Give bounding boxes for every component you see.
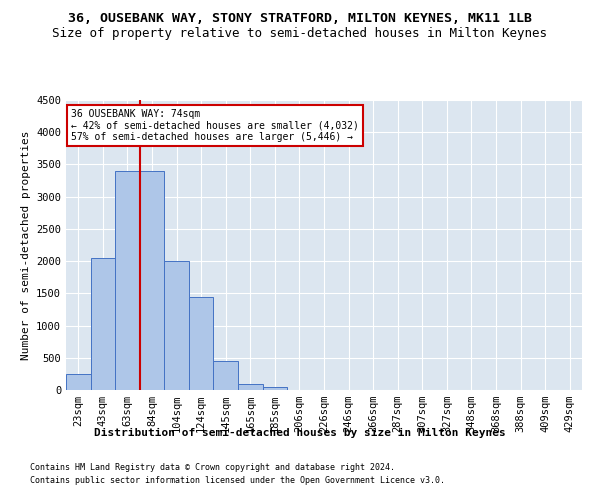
Bar [214, 361, 238, 390]
Bar [189, 296, 214, 390]
Text: 36 OUSEBANK WAY: 74sqm
← 42% of semi-detached houses are smaller (4,032)
57% of : 36 OUSEBANK WAY: 74sqm ← 42% of semi-det… [71, 108, 359, 142]
Text: 36, OUSEBANK WAY, STONY STRATFORD, MILTON KEYNES, MK11 1LB: 36, OUSEBANK WAY, STONY STRATFORD, MILTO… [68, 12, 532, 26]
Bar [115, 171, 140, 390]
Text: Contains public sector information licensed under the Open Government Licence v3: Contains public sector information licen… [30, 476, 445, 485]
Bar [238, 384, 263, 390]
Bar [66, 374, 91, 390]
Bar [164, 261, 189, 390]
Text: Size of property relative to semi-detached houses in Milton Keynes: Size of property relative to semi-detach… [53, 28, 548, 40]
Bar [263, 387, 287, 390]
Text: Contains HM Land Registry data © Crown copyright and database right 2024.: Contains HM Land Registry data © Crown c… [30, 464, 395, 472]
Text: Distribution of semi-detached houses by size in Milton Keynes: Distribution of semi-detached houses by … [94, 428, 506, 438]
Bar [91, 258, 115, 390]
Y-axis label: Number of semi-detached properties: Number of semi-detached properties [20, 130, 31, 360]
Bar [140, 171, 164, 390]
